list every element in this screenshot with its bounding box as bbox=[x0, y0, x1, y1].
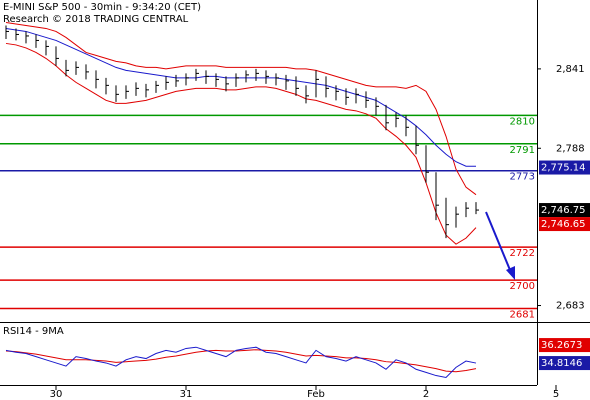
level-label: 2773 bbox=[510, 172, 535, 183]
upper-band bbox=[5, 21, 477, 196]
rsi-ma bbox=[5, 349, 477, 373]
chart-subtitle: Research © 2018 TRADING CENTRAL bbox=[3, 14, 189, 25]
x-tick-label: 2 bbox=[423, 389, 429, 400]
rsi-title: RSI14 - 9MA bbox=[3, 326, 64, 337]
level-label: 2810 bbox=[510, 116, 535, 127]
value-box bbox=[539, 217, 590, 232]
y-tick-label: 2,841 bbox=[556, 64, 585, 75]
value-box-label: 36.2673 bbox=[541, 340, 582, 351]
value-box bbox=[539, 356, 590, 371]
forecast-arrow bbox=[485, 211, 511, 271]
value-box-label: 34.8146 bbox=[541, 358, 582, 369]
level-label: 2681 bbox=[510, 310, 535, 321]
chart-title: E-MINI S&P 500 - 30min - 9:34:20 (CET) bbox=[3, 2, 201, 13]
level-label: 2791 bbox=[510, 145, 535, 156]
x-tick-label: Feb bbox=[307, 389, 325, 400]
x-tick-label: 5 bbox=[553, 389, 559, 400]
value-box-label: 2,746.65 bbox=[541, 219, 586, 230]
rsi-line bbox=[5, 346, 477, 378]
level-label: 2700 bbox=[510, 281, 535, 292]
y-tick-label: 2,683 bbox=[556, 301, 585, 312]
value-box bbox=[539, 338, 590, 353]
value-box-label: 2,746.75 bbox=[541, 205, 586, 216]
y-tick-label: 2,788 bbox=[556, 143, 585, 154]
lower-band bbox=[5, 42, 477, 245]
moving-average bbox=[5, 27, 476, 167]
value-box bbox=[539, 203, 590, 218]
value-box-label: 2,775.14 bbox=[541, 163, 586, 174]
x-tick-label: 31 bbox=[180, 389, 193, 400]
value-box bbox=[539, 160, 590, 175]
plot-layer: 2,841 2,788 2,683 30 31 Feb 2 5 2810 2791 2773 2722… bbox=[0, 21, 590, 400]
level-label: 2722 bbox=[510, 248, 535, 259]
x-tick-label: 30 bbox=[50, 389, 63, 400]
forecast-arrow-head bbox=[506, 266, 515, 280]
